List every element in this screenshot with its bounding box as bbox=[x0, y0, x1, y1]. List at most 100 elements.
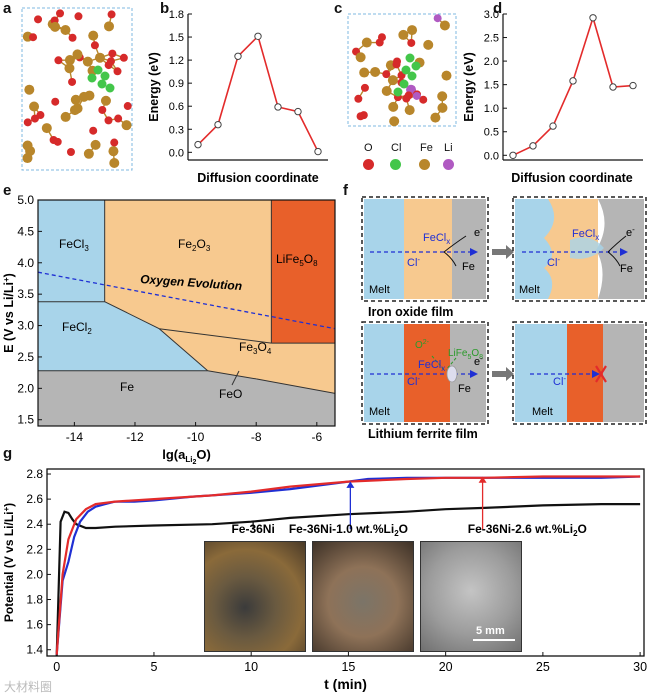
atom bbox=[107, 10, 116, 19]
region-label-lifeo: LiFe5O8 bbox=[276, 252, 318, 268]
data-point bbox=[549, 122, 557, 130]
atom bbox=[22, 140, 33, 151]
region-label-fe2o3: Fe2O3 bbox=[178, 237, 211, 253]
boundary bbox=[104, 301, 160, 330]
x-tick-label: 30 bbox=[633, 660, 647, 674]
atom bbox=[110, 138, 119, 147]
y-tick-label: 2.5 bbox=[484, 33, 499, 45]
region-label-feo: FeO bbox=[219, 387, 242, 401]
atom bbox=[83, 148, 94, 159]
sample-photo-fe36ni-2-6: 5 mm bbox=[420, 541, 522, 652]
y-tick-label: 1.2 bbox=[169, 55, 184, 67]
atom bbox=[90, 139, 101, 150]
series-line bbox=[55, 503, 641, 657]
atom bbox=[69, 105, 80, 116]
y-tick-label: 1.5 bbox=[169, 32, 184, 44]
y-tick-label: 2.6 bbox=[26, 492, 43, 506]
atom bbox=[121, 120, 132, 131]
x-axis-label: t (min) bbox=[324, 676, 367, 692]
sample-photo-fe36ni bbox=[204, 541, 306, 652]
y-tick-label: 2.0 bbox=[26, 567, 43, 581]
electron-label: e- bbox=[474, 225, 483, 239]
atom bbox=[24, 84, 35, 95]
y-tick-label: 3.0 bbox=[484, 9, 499, 21]
melt-label: Melt bbox=[532, 406, 553, 418]
atom bbox=[407, 25, 418, 36]
atom bbox=[355, 52, 366, 63]
y-axis-label: Energy (eV) bbox=[147, 52, 161, 121]
atom bbox=[382, 70, 391, 79]
chlorine-atom bbox=[405, 53, 415, 63]
atom bbox=[104, 116, 113, 125]
atom bbox=[78, 91, 89, 102]
atom bbox=[109, 158, 120, 169]
x-axis-label: Diffusion coordinate bbox=[511, 171, 633, 185]
atom bbox=[407, 38, 416, 47]
data-point bbox=[629, 81, 637, 90]
region-label-fecl3: FeCl3 bbox=[59, 237, 89, 253]
atom bbox=[404, 105, 415, 116]
atom bbox=[423, 39, 434, 50]
x-tick-label: -10 bbox=[187, 430, 205, 444]
y-tick-label: 2.4 bbox=[26, 517, 43, 531]
region-label-fe: Fe bbox=[120, 380, 134, 394]
y-tick-label: 1.4 bbox=[26, 643, 43, 657]
atom bbox=[23, 118, 32, 127]
atom bbox=[388, 101, 399, 112]
atom bbox=[360, 83, 369, 92]
data-point bbox=[254, 32, 262, 40]
x-tick-label: 5 bbox=[150, 660, 157, 674]
atom bbox=[64, 55, 75, 66]
cl-label: Cl- bbox=[547, 255, 560, 269]
electron-label: e- bbox=[474, 354, 483, 368]
series-label-fe36ni: Fe-36Ni bbox=[231, 522, 274, 536]
fecl-label: FeClx bbox=[418, 359, 445, 373]
schematic-lithium-ferrite-after bbox=[512, 321, 647, 425]
boundary bbox=[207, 370, 257, 380]
panel-label-f: f bbox=[343, 182, 348, 199]
data-point bbox=[509, 151, 517, 159]
x-axis-label: Diffusion coordinate bbox=[197, 171, 319, 185]
atom bbox=[404, 91, 413, 100]
y-tick-label: 1.5 bbox=[17, 413, 34, 427]
data-point bbox=[234, 52, 242, 60]
atom bbox=[393, 57, 402, 66]
panel-label-a: a bbox=[3, 0, 12, 17]
panel-label-e: e bbox=[3, 182, 12, 199]
atom bbox=[68, 77, 77, 86]
x-tick-label: 20 bbox=[439, 660, 453, 674]
fe-label: Fe bbox=[462, 261, 475, 273]
series-label-fe36ni-2-6: Fe-36Ni-2.6 wt.%Li2O bbox=[468, 522, 587, 538]
atom bbox=[89, 126, 98, 135]
y-tick-label: 1.6 bbox=[26, 618, 43, 632]
atom bbox=[51, 97, 60, 106]
y-tick-label: 0.9 bbox=[169, 78, 184, 90]
plot-frame bbox=[37, 199, 336, 427]
x-tick-label: -8 bbox=[251, 430, 262, 444]
atom bbox=[108, 49, 117, 58]
data-point bbox=[589, 14, 597, 22]
atom bbox=[30, 114, 39, 123]
atom bbox=[356, 112, 365, 121]
y-axis-label: Potential (V vs Li/Li+) bbox=[2, 503, 16, 622]
y-tick-label: 0.5 bbox=[484, 127, 499, 139]
y-tick-label: 2.0 bbox=[484, 56, 499, 68]
caption-iron-oxide: Iron oxide film bbox=[368, 305, 453, 319]
atom bbox=[430, 112, 441, 123]
y-tick-label: 1.5 bbox=[484, 80, 499, 92]
atom bbox=[441, 70, 452, 81]
y-tick-label: 4.5 bbox=[17, 224, 34, 238]
atom bbox=[103, 21, 114, 32]
y-tick-label: 2.5 bbox=[17, 350, 34, 364]
atom bbox=[60, 24, 71, 35]
fecl-label: FeClx bbox=[572, 228, 599, 242]
atom bbox=[60, 111, 71, 122]
series-line bbox=[55, 475, 641, 655]
boundary bbox=[256, 378, 336, 394]
region-label-fe3o4: Fe3O4 bbox=[239, 340, 272, 356]
fe-label: Fe bbox=[620, 263, 633, 275]
